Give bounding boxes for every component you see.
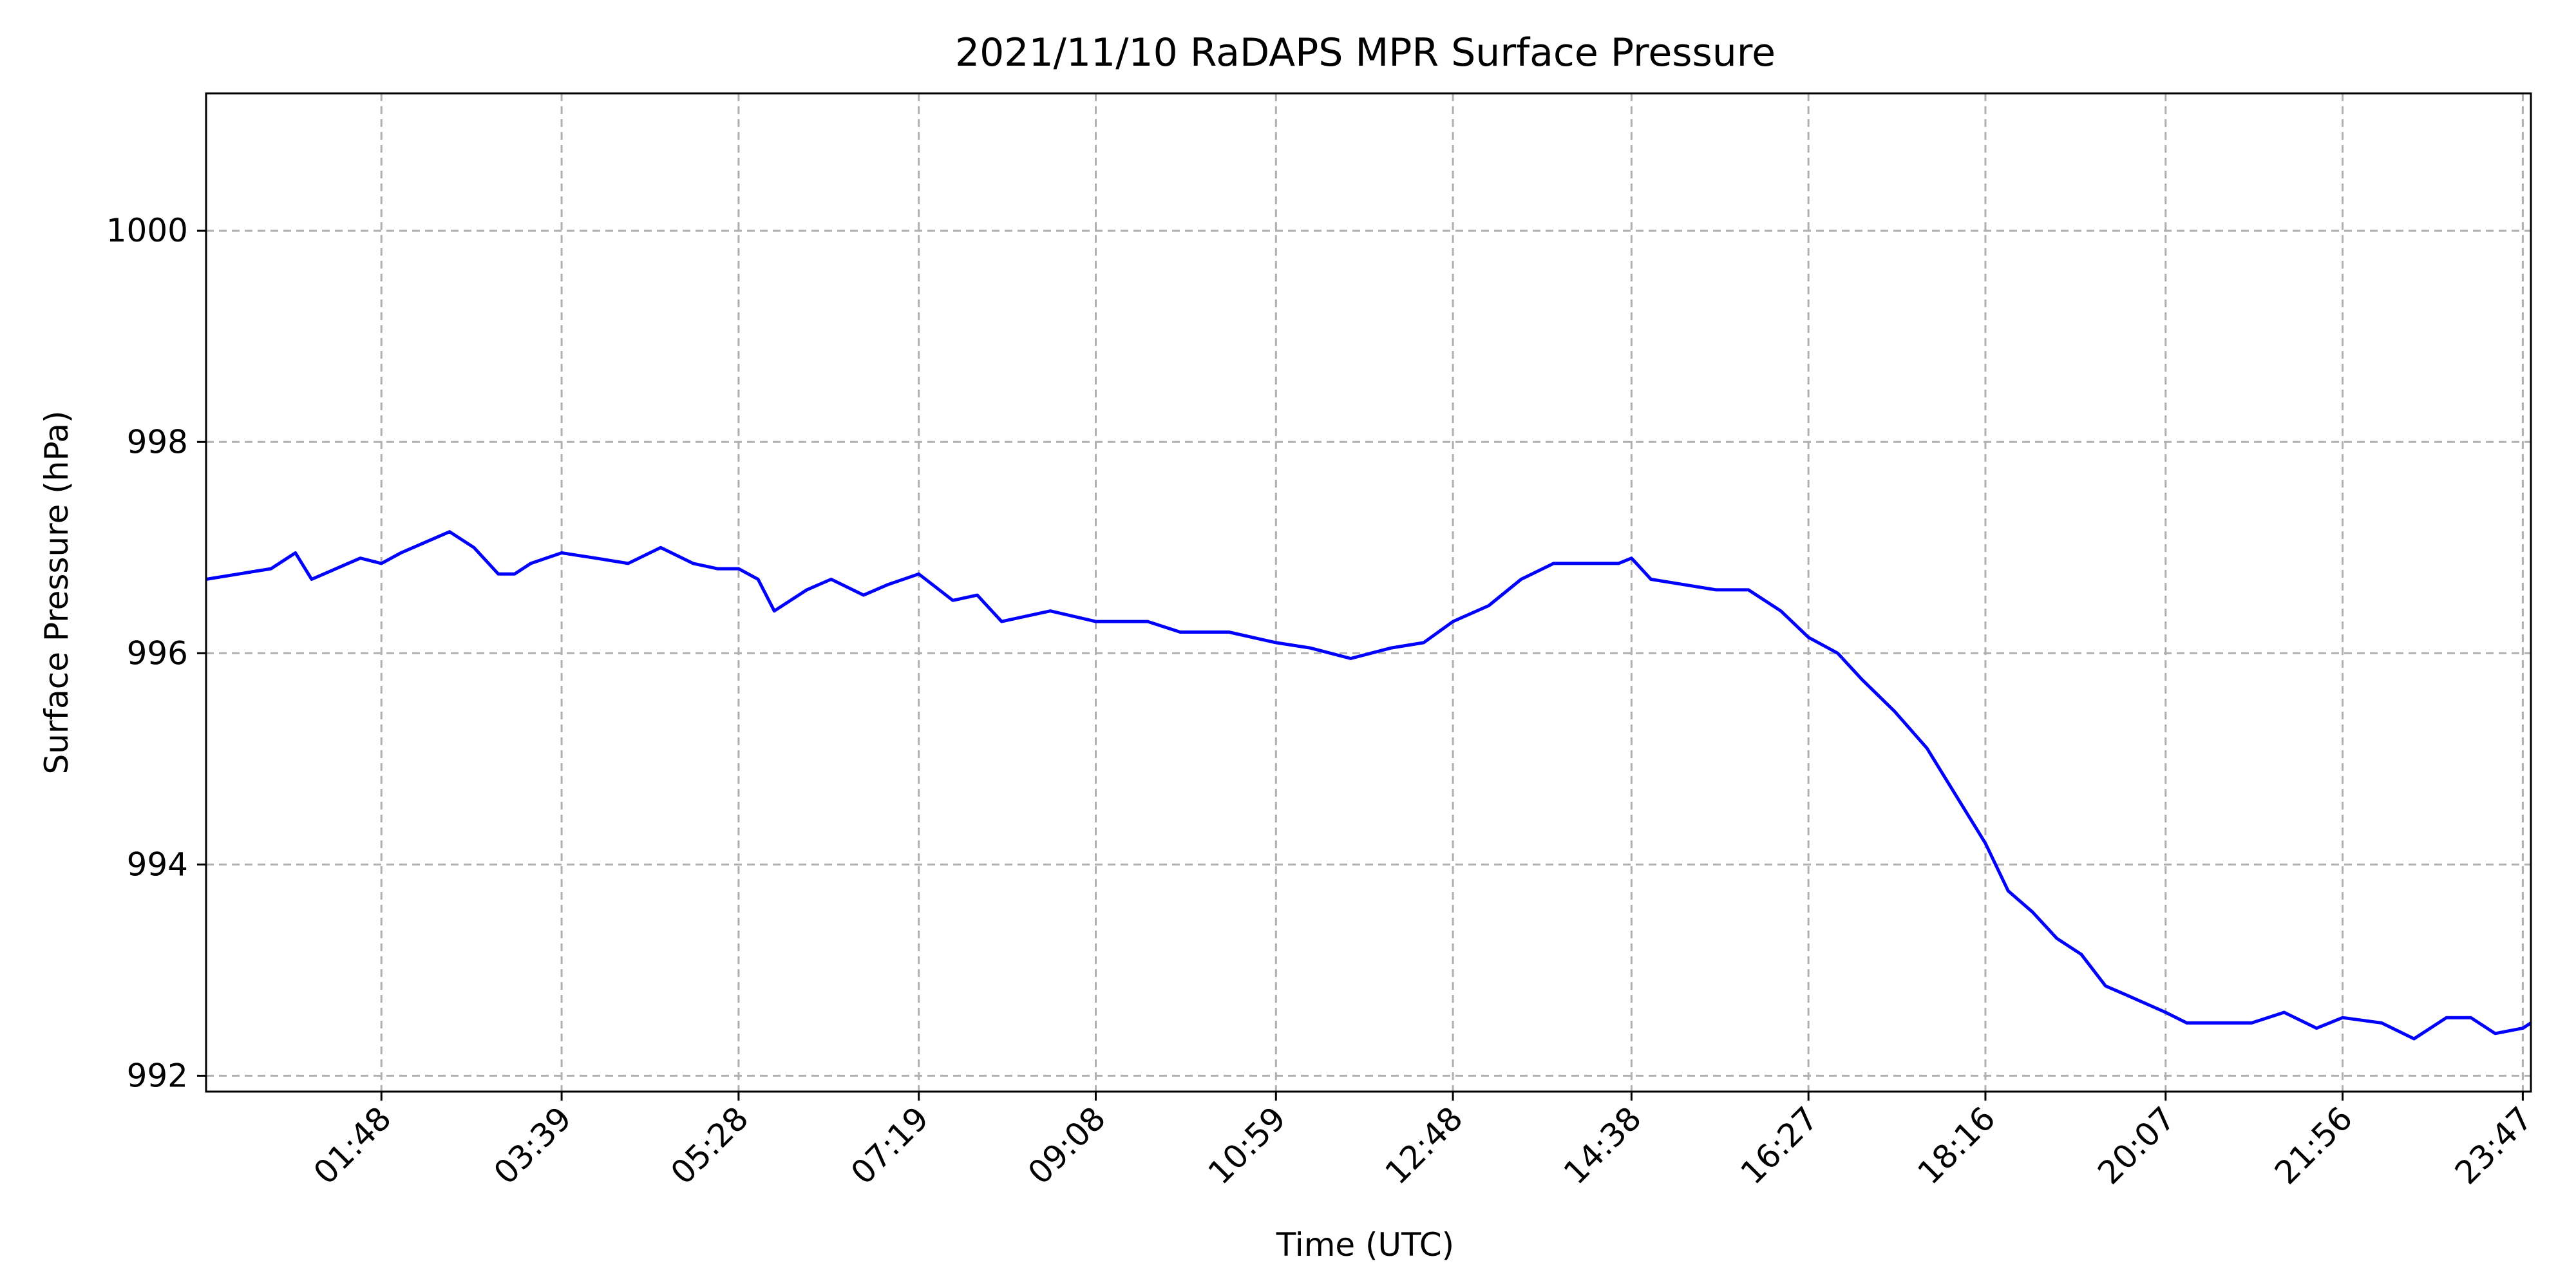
plot-frame <box>205 92 2532 1093</box>
y-tick-label: 998 <box>127 423 188 460</box>
y-axis-ticks: 992 994 996 998 1000 <box>106 212 206 1094</box>
y-tick-label: 1000 <box>106 212 188 249</box>
y-tick-label: 994 <box>127 846 188 883</box>
y-axis-label: Surface Pressure (hPa) <box>38 410 75 774</box>
series-line-1 <box>205 530 2532 1041</box>
x-axis-label: Time (UTC) <box>1276 1226 1454 1264</box>
chart-title: 2021/11/10 RaDAPS MPR Surface Pressure <box>955 30 1776 75</box>
data-line-layer <box>205 530 2532 1041</box>
y-tick-label: 992 <box>127 1057 188 1094</box>
y-tick-label: 996 <box>127 634 188 672</box>
